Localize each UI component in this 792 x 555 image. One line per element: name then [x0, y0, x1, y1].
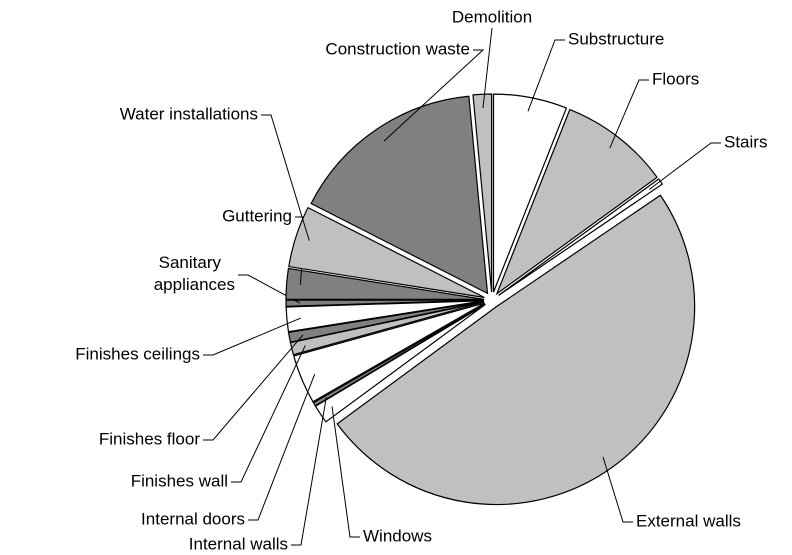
- pie-slice: [288, 206, 485, 299]
- leader-line: [203, 317, 301, 356]
- pie-slice: [293, 302, 485, 403]
- pie-slice: [310, 95, 489, 295]
- slice-label: Finishes ceilings: [75, 344, 200, 363]
- pie-slice: [472, 93, 493, 293]
- slice-label: Construction waste: [325, 39, 470, 58]
- slice-label: Windows: [363, 526, 432, 545]
- leader-line: [482, 27, 493, 109]
- pie-slice: [285, 267, 485, 300]
- pie-slice: [336, 194, 696, 506]
- leader-line: [527, 39, 565, 112]
- pie-slice: [492, 93, 568, 293]
- slice-label: Stairs: [724, 132, 767, 151]
- leader-line: [648, 142, 721, 190]
- pie-slice: [287, 300, 485, 343]
- leader-line: [383, 49, 485, 142]
- slice-label: Guttering: [222, 206, 292, 225]
- leader-line: [231, 345, 306, 483]
- leader-line: [602, 456, 633, 523]
- pie-slice: [312, 303, 486, 407]
- slice-label: Internal doors: [141, 509, 245, 528]
- leader-line: [248, 373, 316, 521]
- slice-label: Substructure: [568, 29, 664, 48]
- leader-line: [609, 79, 649, 149]
- slice-label: Finishes floor: [99, 429, 200, 448]
- slice-label: Floors: [652, 69, 699, 88]
- slice-label: Internal walls: [189, 534, 288, 553]
- leader-line: [261, 114, 310, 241]
- slice-label: Sanitary appliances: [154, 253, 235, 294]
- slice-label: Finishes wall: [131, 471, 228, 490]
- pie-slice: [285, 299, 485, 307]
- slice-label: Demolition: [452, 7, 532, 26]
- pie-slice: [495, 108, 658, 296]
- leader-line: [291, 397, 327, 546]
- leader-line: [238, 274, 301, 304]
- leader-line: [203, 334, 304, 441]
- pie-slice: [285, 300, 485, 333]
- leader-line: [331, 406, 360, 538]
- slice-label: External walls: [636, 511, 741, 530]
- slice-label: Water installations: [120, 104, 258, 123]
